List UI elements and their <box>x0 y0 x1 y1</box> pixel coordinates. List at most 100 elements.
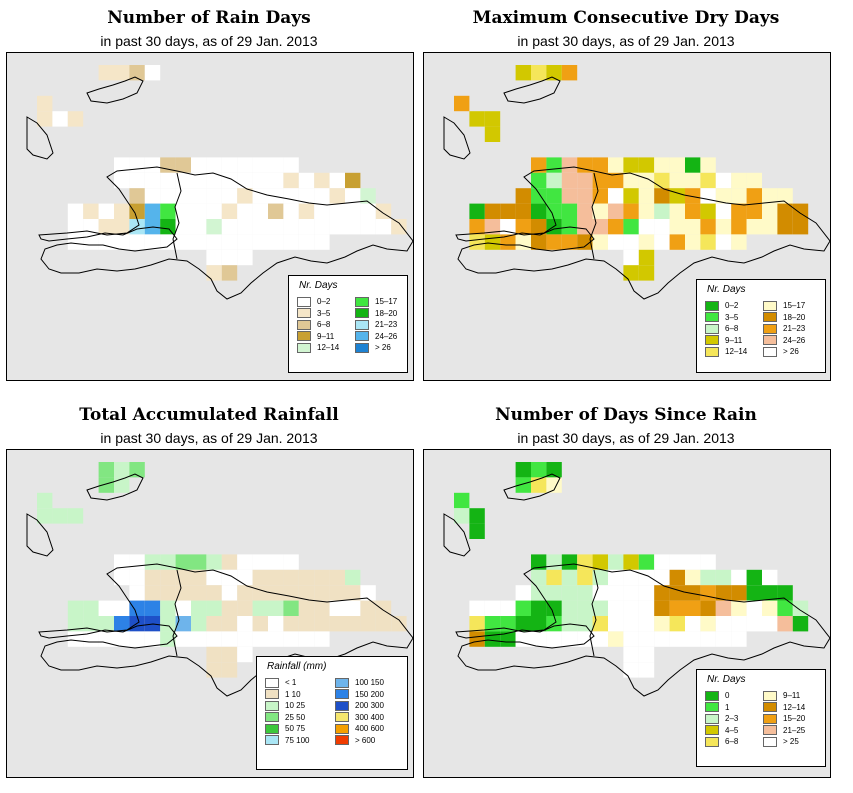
grid-cell <box>67 600 84 616</box>
grid-cell <box>329 219 345 235</box>
grid-cell <box>191 616 207 632</box>
legend-label: 24–26 <box>783 335 806 345</box>
legend-swatch <box>763 335 777 345</box>
legend-label: < 1 <box>285 678 297 687</box>
grid-cell <box>577 203 593 219</box>
grid-cell <box>638 172 655 189</box>
grid-cell <box>268 219 284 235</box>
grid-cell <box>206 569 222 586</box>
grid-cell <box>206 585 222 601</box>
grid-cell <box>37 508 53 524</box>
grid-cell <box>792 219 809 235</box>
grid-cell <box>484 126 501 142</box>
grid-cell <box>484 616 501 632</box>
grid-cell <box>608 554 624 570</box>
legend-swatch <box>763 736 777 747</box>
legend-swatch <box>705 335 719 345</box>
grid-cell <box>546 157 562 173</box>
grid-cell <box>252 219 268 235</box>
grid-cell <box>638 569 655 586</box>
grid-cell <box>638 234 655 250</box>
grid-cell <box>500 631 516 647</box>
legend-label: 0–2 <box>725 301 739 310</box>
grid-cell <box>298 585 315 601</box>
panel-subtitle: in past 30 days, as of 29 Jan. 2013 <box>517 33 735 49</box>
legend-item: 50 75 <box>265 723 305 734</box>
grid-cell <box>762 600 778 616</box>
coastline <box>26 116 54 160</box>
legend-swatch <box>763 725 777 735</box>
grid-cell <box>175 554 191 570</box>
grid-cell <box>329 616 345 632</box>
grid-cell <box>191 585 207 601</box>
grid-cell <box>685 616 701 632</box>
grid-cell <box>700 188 716 204</box>
grid-cell <box>515 477 531 493</box>
grid-cell <box>206 172 222 189</box>
grid-cell <box>314 203 330 219</box>
grid-cell <box>283 631 299 647</box>
legend-item: 100 150 <box>335 677 384 688</box>
legend-item: 0 <box>705 690 729 701</box>
legend-swatch <box>763 323 777 334</box>
legend-swatch <box>705 702 719 712</box>
grid-cell <box>237 569 253 586</box>
grid-cell <box>715 631 732 647</box>
grid-cell <box>577 600 593 616</box>
grid-cell <box>731 172 747 189</box>
grid-cell <box>654 234 670 250</box>
grid-cell <box>715 219 732 235</box>
coastline <box>503 76 561 104</box>
national-border <box>589 172 599 260</box>
legend-item: 12–14 <box>705 346 747 357</box>
grid-cell <box>685 585 701 601</box>
legend-item: > 26 <box>355 342 391 353</box>
legend-item: 3–5 <box>705 312 738 323</box>
grid-cell <box>561 234 578 250</box>
grid-cell <box>546 65 562 81</box>
grid-cell <box>731 234 747 250</box>
legend-label: 4–5 <box>725 725 739 735</box>
map-rain-days <box>6 52 414 381</box>
grid-cell <box>561 600 578 616</box>
grid-cell <box>283 554 299 570</box>
grid-cell <box>746 585 762 601</box>
grid-cell <box>329 203 345 219</box>
legend-item: 6–8 <box>705 736 738 747</box>
grid-cell <box>345 569 361 586</box>
legend-label: 9–11 <box>317 331 335 341</box>
grid-cell <box>98 477 114 493</box>
legend-swatch <box>335 677 349 688</box>
grid-cell <box>268 554 284 570</box>
legend-label: 400 600 <box>355 724 384 733</box>
grid-cell <box>160 188 176 204</box>
grid-cell <box>314 188 330 204</box>
legend-item: 12–14 <box>297 342 339 353</box>
legend-swatch <box>763 690 777 701</box>
grid-cell <box>129 188 145 204</box>
legend-item: 25 50 <box>265 712 305 723</box>
grid-cell <box>685 157 701 173</box>
grid-cell <box>715 569 732 586</box>
grid-cell <box>206 631 222 647</box>
legend-label: > 600 <box>355 735 376 745</box>
grid-cell <box>237 585 253 601</box>
grid-cell <box>114 631 130 647</box>
grid-cell <box>469 219 485 235</box>
panel-max-dry-days: Maximum Consecutive Dry Days in past 30 … <box>421 0 831 381</box>
grid-cell <box>531 65 547 81</box>
legend-label: 9–11 <box>783 691 801 700</box>
grid-cell <box>160 157 176 173</box>
grid-cell <box>592 600 608 616</box>
grid-cell <box>592 554 608 570</box>
grid-cell <box>638 600 655 616</box>
grid-cell <box>67 631 84 647</box>
legend-label: 12–14 <box>725 347 748 356</box>
grid-cell <box>160 234 176 250</box>
grid-cell <box>608 219 624 235</box>
grid-cell <box>175 600 191 616</box>
grid-cell <box>252 203 268 219</box>
grid-cell <box>268 585 284 601</box>
legend-item: 300 400 <box>335 712 384 723</box>
grid-cell <box>531 234 547 250</box>
